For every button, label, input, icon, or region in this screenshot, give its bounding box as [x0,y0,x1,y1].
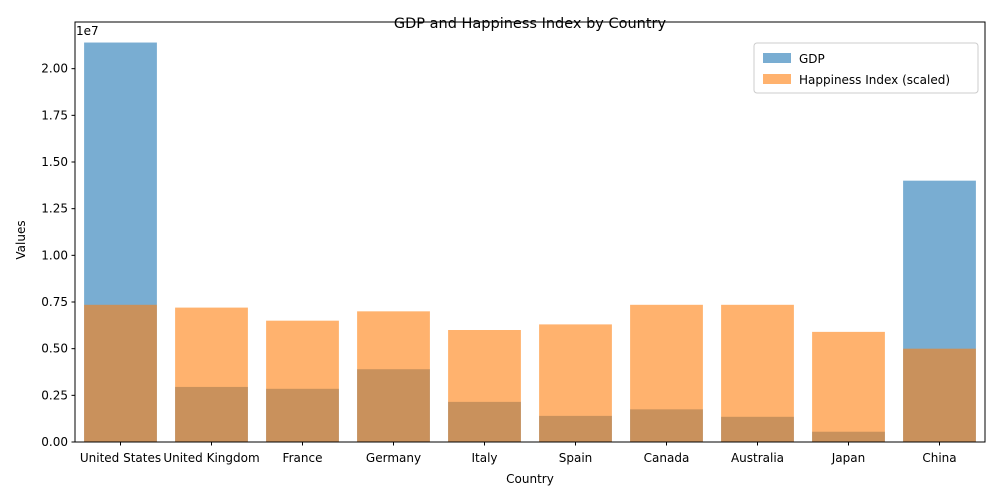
chart-title: GDP and Happiness Index by Country [394,16,667,32]
bar-happiness-7 [721,304,794,442]
bar-happiness-3 [357,311,430,442]
x-tick-label-8: Japan [831,451,865,465]
y-tick-label-5: 1.25 [41,202,68,216]
bar-happiness-2 [266,320,339,442]
x-tick-label-7: Australia [731,451,784,465]
x-tick-label-4: Italy [471,451,497,465]
axes-group: 0.00 0.25 0.50 0.75 1.00 1.25 1.50 1.75 2.00 Unit… [41,21,986,465]
y-tick-label-0: 0.00 [41,435,68,449]
legend-swatch-0 [763,53,791,63]
bars-group [84,42,976,443]
x-tick-label-2: France [283,451,323,465]
legend-swatch-1 [763,74,791,84]
x-tick-label-6: Canada [644,451,690,465]
bar-happiness-5 [539,324,612,442]
bar-happiness-9 [903,348,976,442]
legend-box [753,42,979,94]
x-axis-title: Country [506,472,554,486]
bar-happiness-8 [812,331,885,442]
y-tick-label-3: 0.75 [41,295,68,309]
x-tick-label-5: Spain [559,451,593,465]
legend: GDP Happiness Index (scaled) [753,42,979,94]
bar-happiness-1 [175,307,248,442]
y-tick-label-1: 0.25 [41,388,68,402]
bar-happiness-0 [84,304,157,442]
x-tick-label-0: United States [80,451,161,465]
y-tick-label-4: 1.00 [41,248,68,262]
y-tick-label-2: 0.50 [41,342,68,356]
y-offset-label: 1e7 [76,24,99,38]
x-tick-label-1: United Kingdom [163,451,259,465]
legend-label-1: Happiness Index (scaled) [799,73,950,87]
x-tick-label-9: China [922,451,956,465]
legend-label-0: GDP [799,52,825,66]
y-tick-label-6: 1.50 [41,155,68,169]
bar-happiness-6 [630,304,703,442]
plot-frame [74,21,986,443]
bar-happiness-4 [448,330,521,442]
y-axis-title: Values [14,220,28,259]
y-tick-label-8: 2.00 [41,62,68,76]
y-tick-label-7: 1.75 [41,108,68,122]
x-tick-label-3: Germany [366,451,421,465]
